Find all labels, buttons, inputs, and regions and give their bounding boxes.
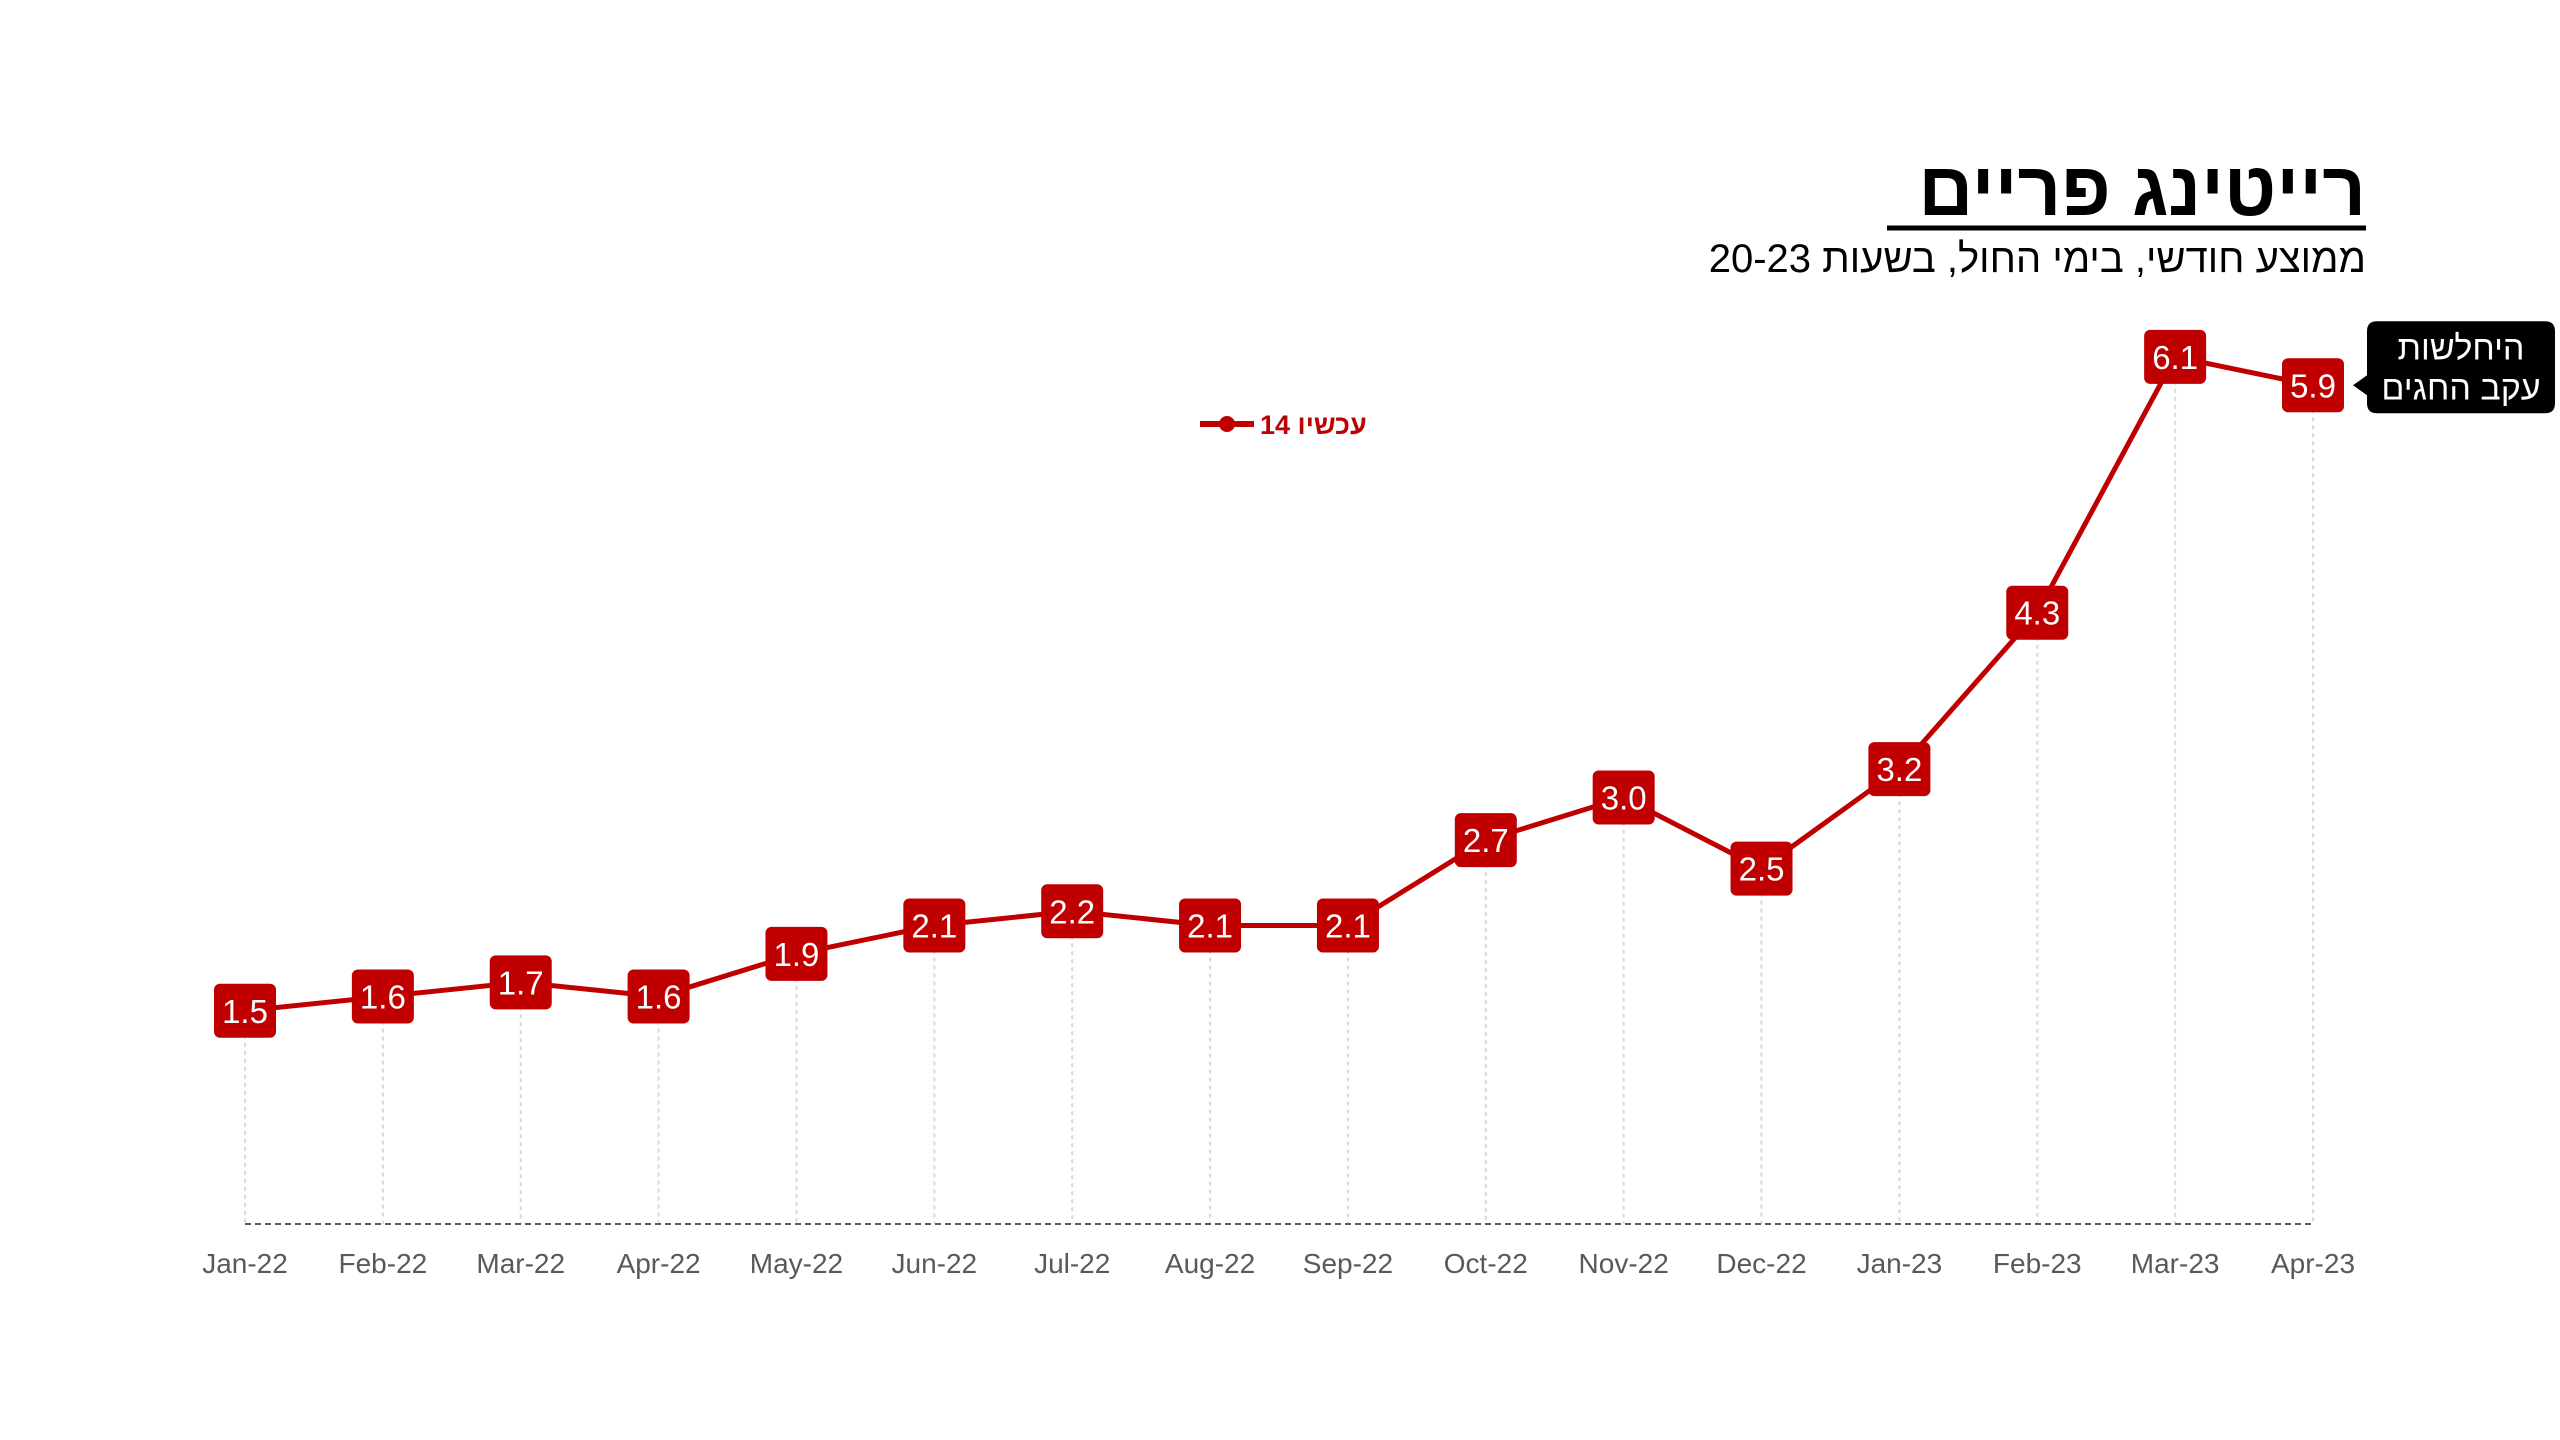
x-axis-ticks: Jan-22 Feb-22 Mar-22 Apr-22 May-22 Jun-22 Jul-…	[202, 1248, 2355, 1279]
data-point-value: 2.5	[1739, 851, 1785, 888]
data-point-value: 3.2	[1876, 751, 1922, 788]
data-point-value: 2.1	[911, 907, 957, 944]
data-point-value: 1.7	[498, 964, 544, 1001]
x-tick-label: Nov-22	[1579, 1248, 1669, 1279]
data-point-value: 2.1	[1325, 907, 1371, 944]
data-point-value: 1.9	[774, 936, 820, 973]
data-point-label: 2.7	[1454, 813, 1517, 868]
data-point-value: 1.6	[636, 979, 682, 1016]
data-point-value: 6.1	[2152, 339, 2198, 376]
data-point-label: 1.5	[214, 983, 276, 1038]
data-point-marker	[1592, 770, 1655, 825]
data-point-marker	[1316, 898, 1379, 953]
data-point-value: 1.5	[222, 993, 268, 1030]
chart-title-group: רייטינג פריים ממוצע חודשי, בימי החול, בש…	[1709, 147, 2366, 281]
data-labels: 1.5 1.6 1.7 1.6 1.9 2.1 2.2 2.1 2.1 2.7 3.0 2.5 3.2 4…	[214, 329, 2344, 1038]
data-point-marker	[2006, 585, 2069, 640]
chart-legend: עכשיו 14	[1200, 410, 1367, 440]
x-tick-label: Oct-22	[1444, 1248, 1528, 1279]
drop-lines	[244, 356, 2314, 1224]
data-point-label: 1.6	[351, 969, 414, 1024]
data-point-value: 2.2	[1049, 893, 1095, 930]
series-line	[244, 354, 2314, 1014]
data-point-marker	[1868, 742, 1931, 797]
x-tick-label: Mar-22	[476, 1248, 565, 1279]
data-point-marker	[1179, 898, 1242, 953]
callout-box	[2353, 321, 2555, 414]
data-point-marker	[1041, 884, 1104, 939]
callout-text-line: עקב החגים	[2381, 369, 2540, 407]
data-point-label: 2.1	[1179, 898, 1242, 953]
x-tick-label: Feb-22	[339, 1248, 428, 1279]
data-point-label: 4.3	[2006, 585, 2069, 640]
legend-label: עכשיו 14	[1260, 410, 1367, 440]
x-tick-label: Mar-23	[2131, 1248, 2220, 1279]
data-point-label: 2.1	[903, 898, 966, 953]
data-point-value: 1.6	[360, 979, 406, 1016]
legend-marker	[1219, 416, 1235, 432]
data-point-marker	[351, 969, 414, 1024]
data-point-marker	[2282, 358, 2344, 413]
data-point-marker	[2144, 329, 2207, 384]
x-tick-label: May-22	[750, 1248, 843, 1279]
data-point-label: 2.1	[1316, 898, 1379, 953]
chart-subtitle: ממוצע חודשי, בימי החול, בשעות 20-23	[1709, 237, 2366, 281]
data-point-label: 1.6	[627, 969, 690, 1024]
data-point-value: 3.0	[1601, 780, 1647, 817]
data-point-marker	[1454, 813, 1517, 868]
x-tick-label: Jul-22	[1034, 1248, 1110, 1279]
data-point-label: 6.1	[2144, 329, 2207, 384]
data-point-marker	[214, 983, 276, 1038]
data-point-value: 5.9	[2290, 367, 2336, 404]
data-point-label: 1.9	[765, 926, 828, 981]
data-point-marker	[489, 955, 552, 1010]
callout-text-line: היחלשות	[2398, 329, 2525, 367]
x-tick-label: Feb-23	[1993, 1248, 2082, 1279]
x-tick-label: Jan-23	[1857, 1248, 1943, 1279]
x-tick-label: Sep-22	[1303, 1248, 1393, 1279]
data-point-value: 4.3	[2014, 595, 2060, 632]
data-point-marker	[1730, 841, 1793, 896]
chart-title: רייטינג פריים	[1918, 147, 2366, 232]
data-point-value: 2.1	[1187, 907, 1233, 944]
data-point-marker	[765, 926, 828, 981]
x-tick-label: Apr-23	[2271, 1248, 2355, 1279]
data-point-marker	[903, 898, 966, 953]
data-point-value: 2.7	[1463, 822, 1509, 859]
x-tick-label: Jan-22	[202, 1248, 288, 1279]
data-point-label: 3.2	[1868, 742, 1931, 797]
data-point-label: 5.9	[2282, 358, 2344, 413]
data-point-label: 1.7	[489, 955, 552, 1010]
data-point-marker	[627, 969, 690, 1024]
data-point-label: 3.0	[1592, 770, 1655, 825]
series-line-path	[244, 354, 2314, 1014]
x-tick-label: Jun-22	[892, 1248, 978, 1279]
x-tick-label: Apr-22	[617, 1248, 701, 1279]
x-tick-label: Aug-22	[1165, 1248, 1255, 1279]
data-point-label: 2.2	[1041, 884, 1104, 939]
data-point-label: 2.5	[1730, 841, 1793, 896]
x-tick-label: Dec-22	[1716, 1248, 1806, 1279]
